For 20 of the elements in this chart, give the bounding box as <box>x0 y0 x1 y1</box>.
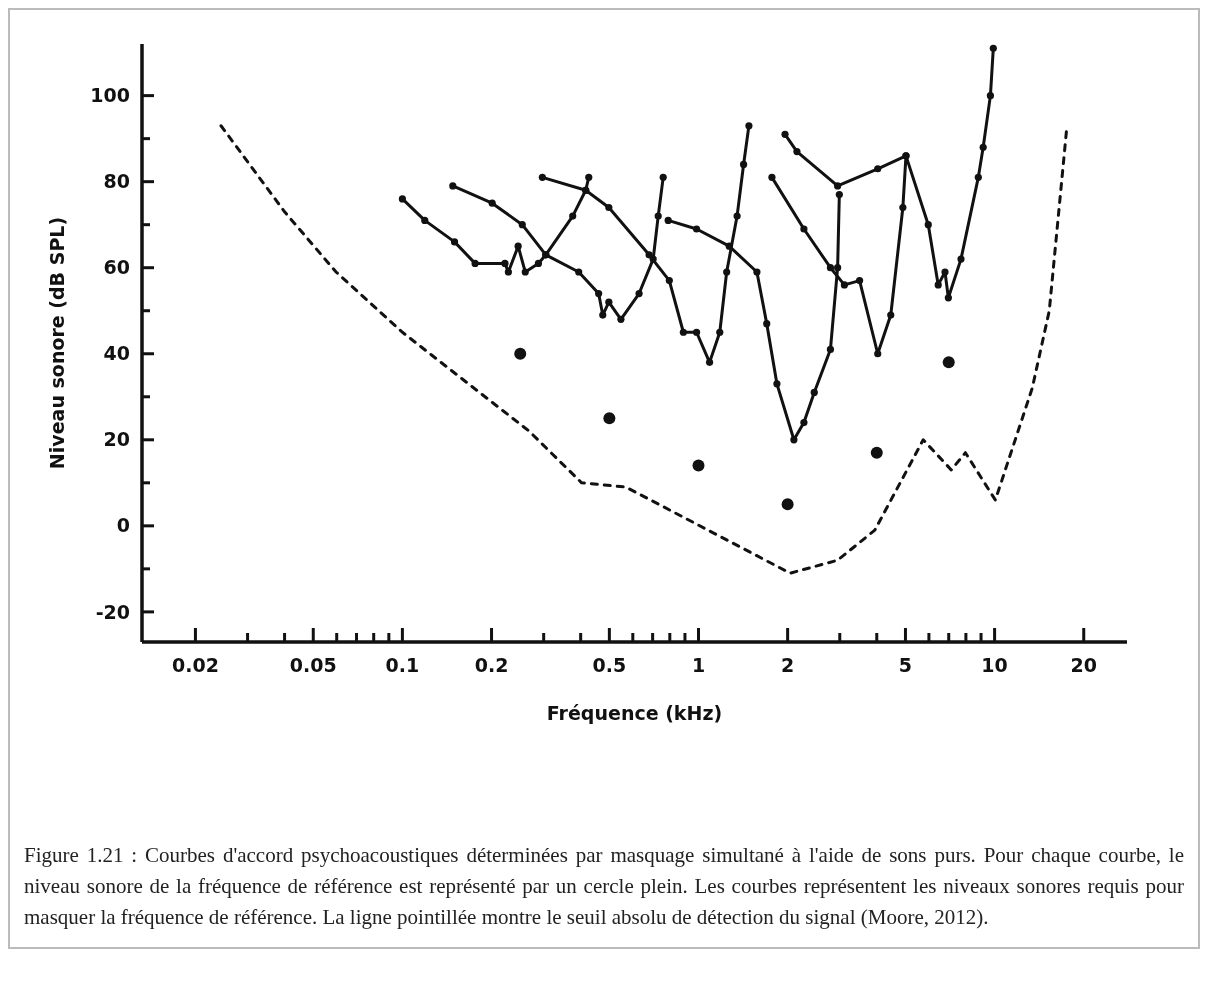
caption: Figure 1.21 : Courbes d'accord psychoacoustiques déterminées par masquage simultané à l'aide de sons purs. Pour chaque courbe, le niveau sonore de la fréquence de référence est représenté par un cercle plein. Les courbes représentent les niveaux sonores requis pour masquer la fréquence de référence. La ligne pointillée montre le seuil absolu de détection du signal (Moore, 2012). <box>24 842 1184 931</box>
x-tick-label: 0.1 <box>385 654 420 676</box>
x-tick-label: 1 <box>691 654 706 676</box>
x-axis-title: Fréquence (kHz) <box>546 702 723 724</box>
x-tick-label: 20 <box>1070 654 1097 676</box>
x-tick-label: 0.5 <box>592 654 627 676</box>
x-tick-label: 10 <box>981 654 1008 676</box>
x-tick-label: 0.02 <box>171 654 219 676</box>
y-tick-label: 20 <box>103 428 130 451</box>
y-tick-label: -20 <box>95 600 130 623</box>
y-tick-label: 80 <box>103 170 130 193</box>
x-tick-label: 0.2 <box>474 654 509 676</box>
y-tick-label: 60 <box>103 256 130 279</box>
x-tick-label: 2 <box>781 654 795 676</box>
y-tick-label: 100 <box>90 84 130 107</box>
y-tick-label: 40 <box>103 342 130 365</box>
y-tick-label: 0 <box>116 514 130 537</box>
x-tick-label: 5 <box>898 654 913 676</box>
y-axis-title: Niveau sonore (dB SPL) <box>46 216 68 470</box>
x-tick-label: 0.05 <box>289 654 337 676</box>
